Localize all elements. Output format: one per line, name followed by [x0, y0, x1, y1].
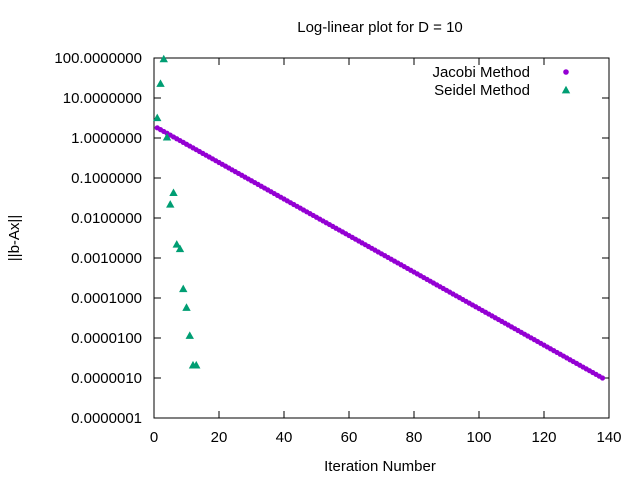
x-tick-label: 60 — [341, 429, 358, 446]
seidel-point — [166, 200, 175, 208]
y-tick-label: 0.0010000 — [71, 250, 142, 267]
seidel-point — [153, 113, 162, 122]
seidel-series — [153, 54, 201, 369]
x-tick-label: 40 — [276, 429, 293, 446]
y-tick-label: 0.0000010 — [71, 370, 142, 387]
y-tick-label: 0.0000001 — [71, 410, 142, 427]
x-axis-label: Iteration Number — [324, 458, 436, 475]
y-tick-label: 10.0000000 — [63, 90, 142, 107]
x-tick-label: 140 — [596, 429, 621, 446]
legend-marker-jacobi — [563, 69, 569, 75]
seidel-point — [182, 303, 191, 311]
x-tick-label: 0 — [150, 429, 158, 446]
legend-marker-seidel — [561, 85, 571, 94]
x-tick-label: 20 — [211, 429, 228, 446]
y-tick-label: 100.0000000 — [54, 50, 142, 67]
y-tick-label: 1.0000000 — [71, 130, 142, 147]
jacobi-point — [599, 375, 606, 381]
seidel-point — [185, 331, 194, 339]
seidel-point — [159, 54, 168, 63]
seidel-point — [175, 244, 185, 253]
y-axis-label: ||b-Ax|| — [6, 215, 23, 261]
x-tick-label: 100 — [466, 429, 491, 446]
legend: Jacobi Method Seidel Method — [432, 64, 571, 99]
legend-label-seidel: Seidel Method — [434, 82, 530, 99]
seidel-point — [169, 188, 178, 197]
y-tick-label: 0.0100000 — [71, 210, 142, 227]
jacobi-series — [154, 125, 606, 381]
x-tick-label: 120 — [531, 429, 556, 446]
legend-label-jacobi: Jacobi Method — [432, 64, 530, 81]
plot-frame — [153, 57, 610, 419]
y-tick-label: 0.0001000 — [71, 290, 142, 307]
y-tick-label: 0.1000000 — [71, 170, 142, 187]
seidel-point — [156, 79, 165, 87]
seidel-point — [172, 240, 181, 248]
seidel-point — [162, 132, 172, 141]
seidel-point — [179, 284, 188, 293]
y-tick-label: 0.0000100 — [71, 330, 142, 347]
seidel-point — [192, 360, 201, 369]
y-axis-ticks: 0.0000001 0.0000010 0.0000100 0.0001000 0.00… — [54, 50, 609, 427]
chart-title: Log-linear plot for D = 10 — [297, 19, 463, 36]
x-tick-label: 80 — [406, 429, 423, 446]
x-axis-ticks: 0 20 40 60 80 100 120 140 — [150, 58, 622, 446]
